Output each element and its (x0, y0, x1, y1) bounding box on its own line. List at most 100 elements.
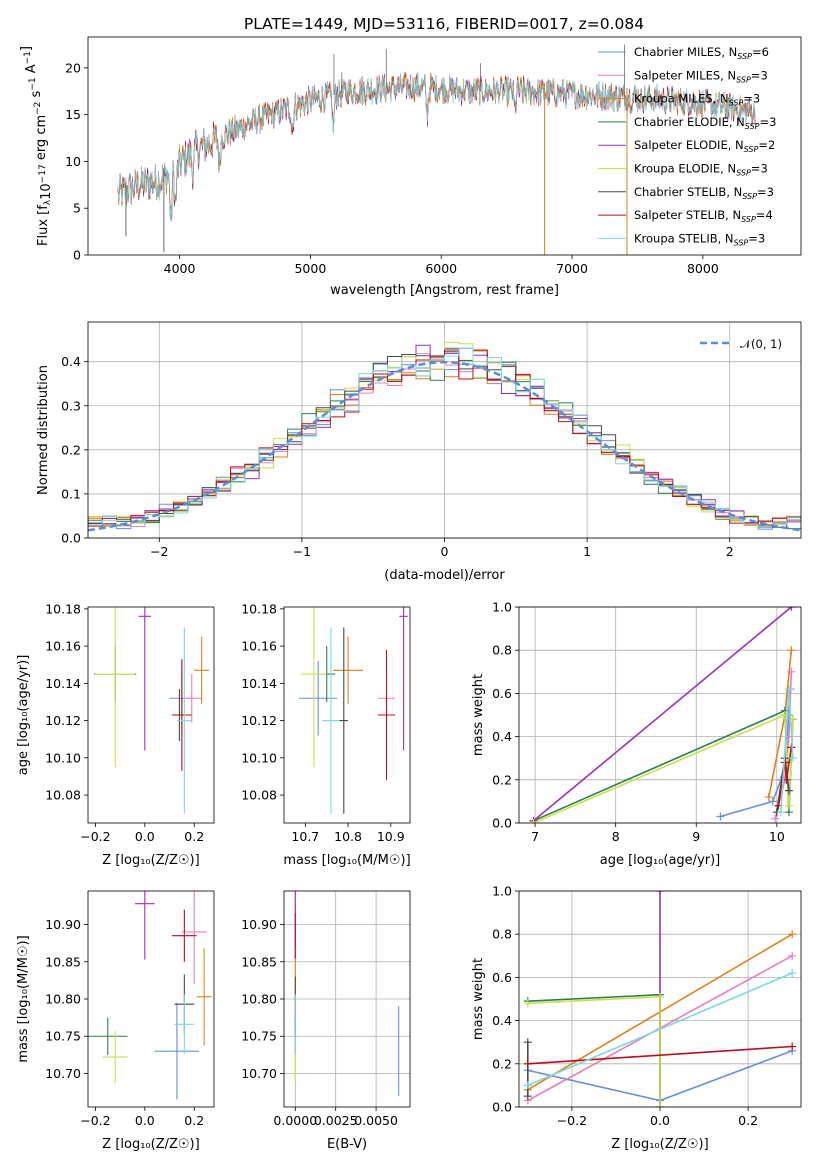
y-axis-label-part: 10 (39, 183, 54, 200)
y-tick-label: 0.1 (61, 486, 81, 501)
y-axis-label: mass weight (471, 674, 486, 756)
legend-nssp-value: 3 (769, 115, 776, 129)
weight-marker (771, 814, 780, 823)
y-tick-label: 10.70 (241, 1066, 277, 1081)
legend-nssp-value: 2 (768, 138, 775, 152)
weight-marker (523, 1092, 532, 1101)
plot-area (529, 607, 797, 823)
legend-entry: Salpeter ELODIE, NSSP=2 (634, 138, 775, 154)
y-tick-label: 15 (65, 107, 81, 122)
y-axis-label-part: A (24, 64, 39, 77)
y-axis-label: Normed distribution (36, 365, 51, 495)
x-tick-label: 0.0 (650, 1113, 670, 1128)
y-tick-label: 0.2 (492, 1056, 512, 1071)
y-tick-label: 10.16 (45, 639, 81, 654)
legend-series-name: Chabrier ELODIE (634, 115, 729, 129)
y-axis-label-part: Flux [f (36, 205, 51, 246)
y-tick-label: 0 (73, 248, 81, 263)
legend-nssp-sub: SSP (744, 145, 759, 154)
weight-line-salpeter-elodie (532, 607, 792, 822)
y-axis-label-part: ] (19, 46, 34, 51)
weight-marker (656, 1103, 664, 1107)
y-axis-label-part: s (29, 90, 44, 101)
x-tick-label: 2 (726, 544, 734, 559)
legend-nssp-prefix: , N (718, 231, 734, 245)
legend-nssp-sub: SSP (737, 52, 752, 61)
legend-nssp-prefix: , N (720, 68, 736, 82)
x-tick-label: −0.2 (80, 829, 110, 844)
y-tick-label: 0.2 (492, 772, 512, 787)
legend-nssp-value: 3 (758, 231, 765, 245)
x-axis-label: Z [log₁₀(Z/Z☉)] (611, 1137, 708, 1152)
y-tick-label: 10.10 (241, 750, 277, 765)
x-tick-label: −2 (150, 544, 168, 559)
y-tick-label: 0.2 (61, 442, 81, 457)
x-tick-label: 7 (531, 829, 539, 844)
x-axis-label: E(B-V) (327, 1137, 367, 1152)
axes-frame (283, 890, 411, 1108)
y-tick-label: 0.6 (492, 686, 512, 701)
legend-series-name: Kroupa MILES (634, 92, 713, 106)
legend-series-name: Chabrier STELIB (634, 185, 726, 199)
x-tick-label: 0.0025 (314, 1113, 358, 1128)
weight-marker (776, 808, 785, 817)
weight-marker (656, 992, 664, 1001)
weight-marker (523, 999, 532, 1008)
weight-marker (656, 891, 664, 895)
legend-nssp-sub: SSP (736, 169, 751, 178)
legend-nssp-prefix: , N (726, 185, 742, 199)
y-tick-label: 0.0 (61, 531, 81, 546)
axes-frame (518, 606, 802, 824)
y-tick-label: 5 (73, 201, 81, 216)
y-tick-label: 0.3 (61, 398, 81, 413)
plot-area (117, 44, 756, 255)
y-tick-label: 20 (65, 60, 81, 75)
x-tick-label: −0.2 (80, 1113, 110, 1128)
figure-title: PLATE=1449, MJD=53116, FIBERID=0017, z=0… (244, 15, 644, 33)
axes-frame (87, 36, 802, 256)
x-tick-label: 0.0050 (354, 1113, 398, 1128)
legend-entry: Kroupa STELIB, NSSP=3 (634, 231, 765, 247)
plot-area (523, 891, 797, 1107)
y-tick-label: 10.90 (241, 917, 277, 932)
legend-entry: Chabrier ELODIE, NSSP=3 (634, 115, 776, 131)
legend-nssp-prefix: , N (725, 208, 741, 222)
x-tick-label: 8000 (687, 261, 719, 276)
y-tick-label: 0.4 (492, 1013, 512, 1028)
legend-entry: Kroupa MILES, NSSP=3 (634, 92, 760, 108)
age-vs-metallicity-panel: −0.2 0.0 0.2 10.08 10.10 10.12 10.14 10.16 10.18… (16, 601, 215, 868)
legend-nssp-value: 3 (753, 92, 760, 106)
legend-nssp-eq: = (743, 92, 753, 106)
histogram-salpeter-stelib (88, 349, 801, 527)
legend-entry: Kroupa ELODIE, NSSP=3 (634, 162, 768, 178)
y-tick-label: 10.75 (241, 1029, 277, 1044)
weight-line-chabrier-elodie (533, 709, 794, 822)
x-axis-label: Z [log₁₀(Z/Z☉)] (102, 853, 199, 868)
y-axis-label-part: erg cm (34, 115, 49, 164)
legend-nssp-eq: = (748, 231, 758, 245)
y-tick-label: 10.08 (241, 788, 277, 803)
legend-series-name: Chabrier MILES (634, 45, 721, 59)
legend-series-name: Salpeter MILES (634, 68, 720, 82)
y-tick-label: 0.4 (492, 729, 512, 744)
y-tick-label: 10.18 (241, 601, 277, 616)
weight-marker (788, 1042, 797, 1051)
legend-nssp-eq: = (752, 45, 762, 59)
weight-marker (788, 754, 797, 763)
legend-nssp-sub: SSP (736, 75, 751, 84)
axes-frame (87, 606, 215, 824)
legend-nssp-prefix: , N (728, 138, 744, 152)
x-tick-label: 1 (583, 544, 591, 559)
y-tick-label: 10.75 (45, 1029, 81, 1044)
normal-reference-curve (88, 360, 801, 532)
x-tick-label: 9 (692, 829, 700, 844)
y-tick-label: 10.14 (241, 676, 277, 691)
legend-nssp-sub: SSP (734, 238, 749, 247)
y-tick-label: 0.0 (492, 816, 512, 831)
legend-nssp-eq: = (757, 185, 767, 199)
x-tick-label: 7000 (556, 261, 588, 276)
y-axis-label: age [log₁₀(age/yr)] (16, 655, 31, 776)
mass-vs-metallicity-panel: −0.2 0.0 0.2 10.70 10.75 10.80 10.85 10.90 Z [lo… (16, 890, 215, 1152)
